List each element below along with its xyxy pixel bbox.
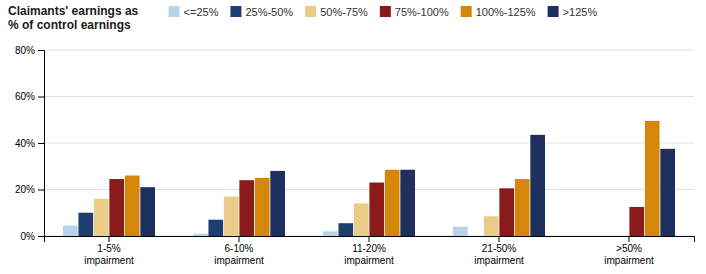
tick: 40% — [15, 138, 44, 149]
bar — [499, 188, 514, 236]
tick-mark — [369, 236, 370, 242]
grid-line — [44, 50, 694, 51]
tick-mark — [38, 236, 44, 237]
bar — [208, 220, 223, 236]
tick-mark — [38, 143, 44, 144]
legend-item: 75%-100% — [380, 6, 449, 18]
tick-mark — [38, 190, 44, 191]
bar — [400, 170, 415, 236]
legend-swatch — [548, 6, 559, 17]
tick-label: 80% — [15, 45, 35, 56]
legend-label: 75%-100% — [395, 6, 449, 18]
tick-mark — [38, 97, 44, 98]
bar — [645, 121, 660, 236]
bar — [583, 236, 598, 237]
tick-label: 20% — [15, 184, 35, 195]
bar — [598, 236, 613, 237]
legend-item: 25%-50% — [230, 6, 293, 18]
bar — [78, 213, 93, 236]
tick-label: 40% — [15, 138, 35, 149]
bar — [484, 216, 499, 236]
tick-label: 11-20%impairment — [344, 243, 394, 266]
series — [109, 179, 644, 236]
chart: Claimants' earnings as% of control earni… — [0, 0, 706, 274]
tick: 1-5%impairment — [84, 236, 134, 266]
tick-label: 21-50%impairment — [474, 243, 524, 266]
bar — [239, 180, 254, 236]
axis-line — [45, 237, 695, 243]
legend-item: >125% — [548, 6, 598, 18]
bar — [224, 196, 239, 236]
series — [140, 135, 675, 236]
tick: 21-50%impairment — [474, 236, 524, 266]
grid-line — [44, 143, 694, 144]
legend-item: <=25% — [169, 6, 219, 18]
tick: 20% — [15, 184, 44, 195]
bar — [323, 231, 338, 236]
bar — [255, 178, 270, 236]
tick-label: 0% — [21, 231, 36, 242]
legend-swatch — [305, 6, 316, 17]
bar — [614, 236, 629, 237]
grid-line — [44, 96, 694, 97]
tick-label: 6-10%impairment — [214, 243, 264, 266]
tick-label: 1-5%impairment — [84, 243, 134, 266]
bar — [468, 236, 483, 237]
legend-label: >125% — [563, 6, 598, 18]
bar — [109, 179, 124, 236]
tick-label: 60% — [15, 91, 35, 102]
bar — [530, 135, 545, 236]
tick-mark — [38, 50, 44, 51]
plot: 0% 20% 40% 60% 80% 1-5%impairment 6-10%impairm… — [15, 45, 695, 266]
bar — [385, 170, 400, 236]
bar — [515, 179, 530, 236]
bar — [369, 183, 384, 236]
tick-mark — [239, 236, 240, 242]
x-axis: 1-5%impairment 6-10%impairment 11-20%impai… — [45, 236, 695, 266]
bar — [354, 203, 369, 236]
legend-label: 50%-75% — [320, 6, 368, 18]
grid — [44, 50, 694, 236]
bar — [453, 227, 468, 236]
tick-label: >50%impairment — [604, 243, 654, 266]
tick-mark — [629, 236, 630, 242]
series — [125, 121, 660, 236]
legend-label: <=25% — [184, 6, 219, 18]
bar — [94, 199, 109, 236]
y-axis: 0% 20% 40% 60% 80% — [15, 45, 45, 242]
legend-swatch — [380, 6, 391, 17]
tick: 60% — [15, 91, 44, 102]
bar — [270, 171, 285, 236]
bar — [338, 223, 353, 236]
tick: 80% — [15, 45, 44, 56]
legend-item: 50%-75% — [305, 6, 368, 18]
bar — [660, 149, 675, 236]
legend-label: 25%-50% — [245, 6, 293, 18]
tick-mark — [109, 236, 110, 242]
tick: 11-20%impairment — [344, 236, 394, 266]
bar — [63, 226, 78, 236]
axis-line — [38, 51, 45, 237]
legend-label: 100%-125% — [476, 6, 536, 18]
legend-item: 100%-125% — [461, 6, 536, 18]
legend-swatch — [230, 6, 241, 17]
legend-swatch — [169, 6, 180, 17]
bar — [629, 207, 644, 236]
bar — [193, 234, 208, 236]
tick: 0% — [21, 231, 44, 242]
tick: >50%impairment — [604, 236, 654, 266]
tick: 6-10%impairment — [214, 236, 264, 266]
bars — [63, 121, 675, 236]
bar — [125, 176, 140, 236]
legend-swatch — [461, 6, 472, 17]
legend: <=25% 25%-50% 50%-75% 75%-100% 100%-125% >125… — [169, 6, 598, 18]
bar — [140, 187, 155, 236]
tick-mark — [499, 236, 500, 242]
title: Claimants' earnings as% of control earni… — [8, 4, 139, 32]
